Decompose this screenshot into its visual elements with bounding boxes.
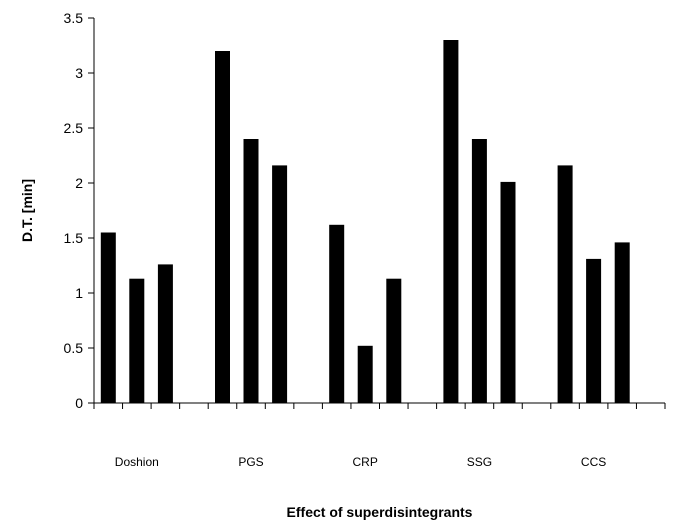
y-tick-label: 3 bbox=[75, 65, 83, 81]
y-tick-label: 0 bbox=[75, 395, 83, 411]
x-axis: Doshion PGS CRP SSG CCS bbox=[93, 402, 666, 469]
bar-doshion-2 bbox=[129, 278, 145, 403]
x-category-label: CCS bbox=[581, 455, 606, 469]
x-axis-title: Effect of superdisintegrants bbox=[287, 504, 473, 520]
bar-crp-2 bbox=[357, 345, 373, 403]
bar-ssg-1 bbox=[443, 40, 459, 403]
bars bbox=[100, 40, 630, 403]
bar-pgs-2 bbox=[243, 139, 259, 403]
bar-ccs-2 bbox=[586, 258, 602, 403]
bar-doshion-3 bbox=[157, 264, 173, 403]
y-tick-label: 0.5 bbox=[64, 340, 84, 356]
bar-ssg-3 bbox=[500, 181, 516, 403]
x-category-label: PGS bbox=[238, 455, 263, 469]
x-category-label: CRP bbox=[353, 455, 378, 469]
y-tick-label: 1.5 bbox=[64, 230, 84, 246]
bar-crp-1 bbox=[329, 224, 345, 403]
x-category-label: Doshion bbox=[115, 455, 159, 469]
bar-ssg-2 bbox=[471, 139, 487, 403]
y-tick-label: 3.5 bbox=[64, 10, 84, 26]
bar-ccs-1 bbox=[557, 165, 573, 403]
y-axis-title: D.T. [min] bbox=[19, 179, 35, 242]
bar-ccs-3 bbox=[614, 242, 630, 403]
bar-pgs-3 bbox=[272, 165, 288, 403]
bar-crp-3 bbox=[386, 278, 402, 403]
y-tick-label: 1 bbox=[75, 285, 83, 301]
y-tick-label: 2.5 bbox=[64, 120, 84, 136]
bar-doshion-1 bbox=[100, 232, 116, 403]
x-category-label: SSG bbox=[467, 455, 492, 469]
y-axis: 0 0.5 1 1.5 2 2.5 3 3.5 bbox=[64, 10, 95, 411]
bar-pgs-1 bbox=[215, 51, 230, 403]
y-tick-label: 2 bbox=[75, 175, 83, 191]
